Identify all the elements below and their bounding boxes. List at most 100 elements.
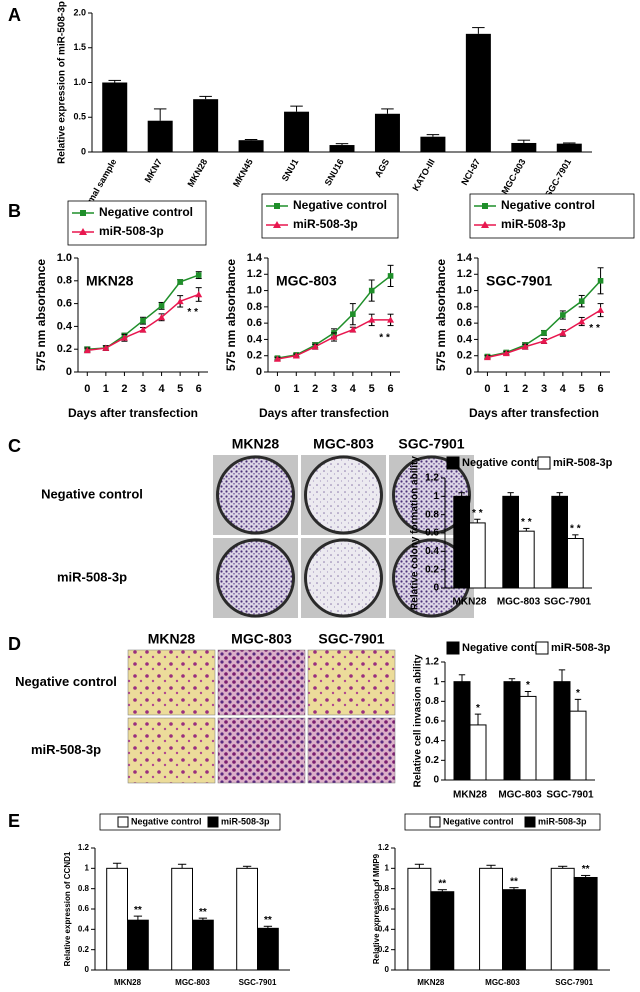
significance: * xyxy=(576,688,580,699)
chart-label: MKN28 xyxy=(86,273,134,289)
y-axis-label: Relative expression of MMP9 xyxy=(372,853,381,964)
marker xyxy=(368,316,376,323)
invasion-photo xyxy=(127,649,216,716)
x-tick-label: 6 xyxy=(598,383,604,395)
x-tick-label: MGC-803 xyxy=(175,978,210,987)
y-tick-label: 0.8 xyxy=(57,275,72,287)
y-axis-label: 575 nm absorbance xyxy=(34,259,48,371)
significance: * * xyxy=(570,523,581,534)
bar xyxy=(567,538,584,589)
y-tick-label: 0.2 xyxy=(57,343,72,355)
y-tick-label: 0 xyxy=(81,146,86,156)
marker xyxy=(120,334,128,341)
marker xyxy=(330,333,338,340)
x-tick-label: MGC-803 xyxy=(497,597,541,608)
y-tick-label: 0.8 xyxy=(247,301,262,313)
panel-label: E xyxy=(8,811,20,831)
y-tick-label: 0.2 xyxy=(247,350,262,362)
x-tick-label: SNU1 xyxy=(280,157,301,183)
bar xyxy=(171,867,193,971)
bar xyxy=(147,120,173,152)
invasion-photo xyxy=(127,717,216,784)
marker xyxy=(350,311,356,317)
row-label: Negative control xyxy=(15,674,117,689)
marker xyxy=(578,318,586,325)
series-line xyxy=(487,280,602,358)
legend-label: miR-508-3p xyxy=(551,642,611,654)
legend-label: Negative control xyxy=(131,816,202,826)
marker xyxy=(597,306,605,313)
y-tick-label: 0.4 xyxy=(457,333,473,345)
legend-box xyxy=(99,813,281,831)
marker xyxy=(597,278,604,284)
bar xyxy=(236,867,258,971)
y-tick-label: 0.8 xyxy=(378,884,390,893)
marker xyxy=(292,352,300,359)
y-axis-label: Relative cell invasion ability xyxy=(413,654,424,787)
x-tick-label: 0 xyxy=(274,383,280,395)
legend-label: miR-508-3p xyxy=(99,224,164,238)
marker xyxy=(177,279,183,285)
y-tick-label: 1.4 xyxy=(247,252,263,264)
column-label: MGC-803 xyxy=(231,631,292,647)
legend-box xyxy=(469,193,635,239)
bar xyxy=(193,99,219,152)
y-tick-label: 1.2 xyxy=(425,473,439,484)
x-tick-label: SGC-7901 xyxy=(543,157,573,199)
y-tick-label: 0.6 xyxy=(457,317,472,329)
y-axis-label: Relative colony formation ability xyxy=(410,456,421,610)
x-tick-label: 6 xyxy=(388,383,394,395)
significance: ** xyxy=(438,878,446,889)
x-tick-label: MKN28 xyxy=(417,978,445,987)
invasion-photo xyxy=(307,717,396,784)
legend-marker xyxy=(482,203,488,209)
marker xyxy=(387,273,394,279)
legend-swatch xyxy=(446,641,460,655)
y-tick-label: 1.5 xyxy=(73,42,86,52)
x-tick-label: MGC-803 xyxy=(498,790,542,801)
marker xyxy=(273,355,281,362)
marker xyxy=(521,343,529,350)
legend-swatch xyxy=(207,816,219,828)
legend-label: miR-508-3p xyxy=(293,217,358,231)
x-tick-label: MKN7 xyxy=(143,157,164,184)
marker xyxy=(158,313,166,321)
y-tick-label: 1.4 xyxy=(457,252,473,264)
legend-swatch xyxy=(117,816,129,828)
x-tick-label: MKN28 xyxy=(114,978,142,987)
panel-label: B xyxy=(8,201,21,221)
y-tick-label: 0.2 xyxy=(457,350,472,362)
bar xyxy=(569,710,587,781)
y-tick-label: 0.6 xyxy=(247,317,262,329)
y-tick-label: 1 xyxy=(385,863,390,872)
bar xyxy=(407,867,432,971)
bar xyxy=(430,891,455,971)
marker xyxy=(311,343,319,350)
x-tick-label: 6 xyxy=(196,383,202,395)
legend-swatch xyxy=(535,641,549,655)
x-tick-label: 4 xyxy=(350,383,357,395)
marker xyxy=(541,330,547,336)
x-tick-label: 1 xyxy=(103,383,109,395)
y-tick-label: 0 xyxy=(85,965,90,974)
y-tick-label: 1 xyxy=(433,491,439,502)
significance: ** xyxy=(134,905,142,916)
y-tick-label: 0.4 xyxy=(425,735,439,746)
legend-label: Negative control xyxy=(462,457,548,469)
legend-label: miR-508-3p xyxy=(221,816,270,826)
y-tick-label: 0.8 xyxy=(425,696,439,707)
significance: * * xyxy=(521,517,532,528)
panel-label: A xyxy=(8,5,21,25)
x-tick-label: KATO-III xyxy=(410,157,436,192)
x-tick-label: 0 xyxy=(484,383,490,395)
column-label: MKN28 xyxy=(148,631,196,647)
legend-label: Negative control xyxy=(462,642,548,654)
dish xyxy=(216,455,295,535)
significance: ** xyxy=(510,876,518,887)
significance: * * xyxy=(379,333,390,344)
marker xyxy=(158,303,165,309)
bar xyxy=(127,919,149,971)
invasion-photo xyxy=(217,649,306,716)
legend-swatch xyxy=(537,456,551,470)
